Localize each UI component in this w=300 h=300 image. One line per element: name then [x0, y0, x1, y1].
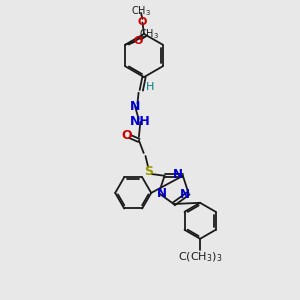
Text: H: H — [146, 82, 154, 92]
Text: S: S — [145, 164, 154, 178]
Text: O: O — [121, 128, 132, 142]
Text: O: O — [133, 36, 142, 46]
Text: N: N — [130, 100, 140, 113]
Text: N: N — [157, 187, 167, 200]
Text: O: O — [138, 17, 147, 28]
Text: CH$_3$: CH$_3$ — [131, 4, 151, 18]
Text: C(CH$_3$)$_3$: C(CH$_3$)$_3$ — [178, 250, 222, 264]
Text: N: N — [180, 188, 190, 201]
Text: CH$_3$: CH$_3$ — [139, 28, 159, 41]
Text: N: N — [173, 168, 183, 181]
Text: NH: NH — [130, 115, 151, 128]
